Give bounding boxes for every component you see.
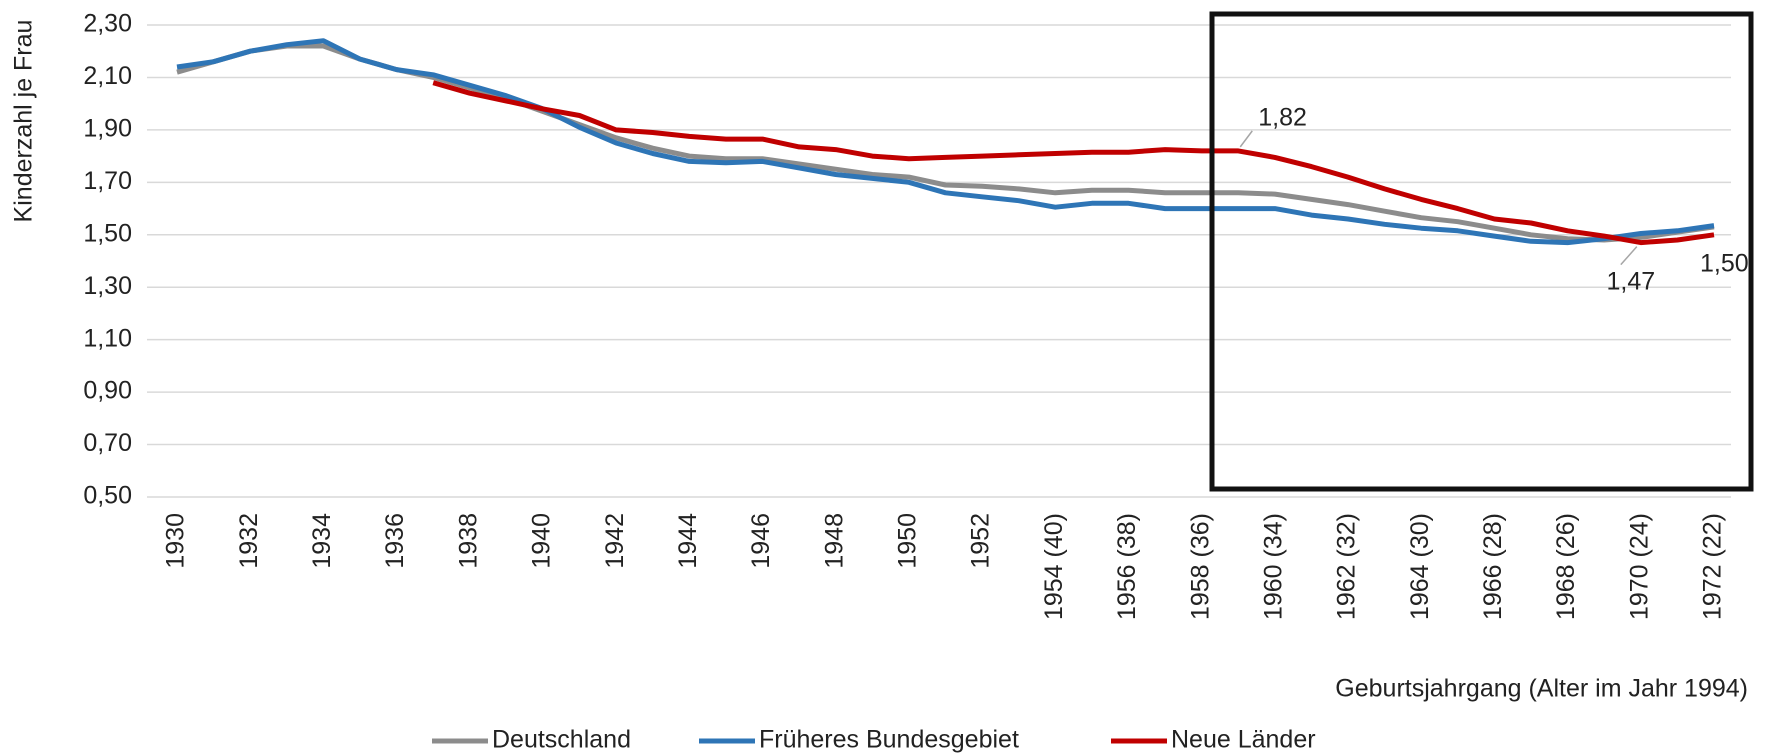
- y-tick-label: 1,30: [83, 272, 132, 300]
- legend-label: Früheres Bundesgebiet: [759, 726, 1019, 754]
- x-tick-label: 1972 (22): [1699, 513, 1727, 620]
- y-tick-label: 1,10: [83, 324, 132, 352]
- x-tick-label: 1964 (30): [1406, 513, 1434, 620]
- x-tick-label: 1948: [820, 513, 848, 569]
- leader-line: [1239, 130, 1253, 148]
- x-tick-label: 1970 (24): [1625, 513, 1653, 620]
- leader-line: [1620, 246, 1638, 266]
- x-tick-label: 1954 (40): [1040, 513, 1068, 620]
- x-tick-label: 1936: [381, 513, 409, 569]
- x-tick-label: 1932: [235, 513, 263, 569]
- x-tick-label: 1934: [308, 513, 336, 569]
- y-tick-label: 1,70: [83, 167, 132, 195]
- data-label: 1,82: [1258, 103, 1307, 131]
- x-tick-label: 1958 (36): [1186, 513, 1214, 620]
- x-tick-label: 1942: [601, 513, 629, 569]
- legend-label: Deutschland: [492, 726, 631, 754]
- x-tick-label: 1952: [967, 513, 995, 569]
- x-tick-label: 1968 (26): [1552, 513, 1580, 620]
- highlight-box: [1209, 11, 1754, 492]
- y-tick-label: 2,10: [83, 62, 132, 90]
- y-tick-label: 0,50: [83, 482, 132, 510]
- x-tick-label: 1962 (32): [1333, 513, 1361, 620]
- series-line: [176, 38, 1715, 246]
- series-line: [432, 80, 1715, 246]
- x-tick-label: 1938: [454, 513, 482, 569]
- y-tick-label: 1,90: [83, 114, 132, 142]
- x-tick-label: 1950: [894, 513, 922, 569]
- x-tick-label: 1956 (38): [1113, 513, 1141, 620]
- y-tick-label: 0,90: [83, 377, 132, 405]
- legend-item: Früheres Bundesgebiet: [699, 726, 1019, 754]
- y-tick-label: 0,70: [83, 429, 132, 457]
- legend-label: Neue Länder: [1171, 726, 1316, 754]
- series-line: [176, 43, 1715, 243]
- legend-item: Deutschland: [432, 726, 631, 754]
- x-tick-label: 1944: [674, 513, 702, 569]
- y-axis-title: Kinderzahl je Frau: [10, 20, 38, 223]
- data-label: 1,50: [1700, 249, 1749, 277]
- x-tick-label: 1940: [528, 513, 556, 569]
- x-tick-label: 1946: [747, 513, 775, 569]
- data-label: 1,47: [1606, 267, 1655, 295]
- legend-item: Neue Länder: [1111, 726, 1316, 754]
- x-tick-label: 1966 (28): [1479, 513, 1507, 620]
- x-tick-label: 1930: [162, 513, 190, 569]
- y-tick-label: 1,50: [83, 219, 132, 247]
- x-tick-label: 1960 (34): [1259, 513, 1287, 620]
- x-axis-title: Geburtsjahrgang (Alter im Jahr 1994): [1335, 675, 1748, 703]
- y-tick-label: 2,30: [83, 10, 132, 38]
